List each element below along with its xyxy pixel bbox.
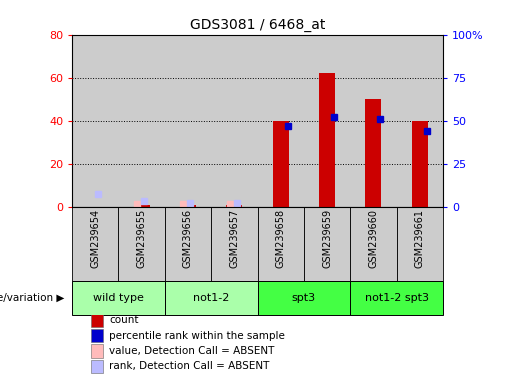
Bar (118, 207, 165, 281)
Bar (211, 35, 258, 207)
Text: not1-2: not1-2 (193, 293, 229, 303)
Text: GSM239656: GSM239656 (183, 209, 193, 268)
Bar (118, 35, 165, 207)
Bar (304, 35, 350, 207)
Bar (72, 207, 118, 281)
Bar (397, 207, 443, 281)
Bar (319, 73, 335, 207)
Bar (365, 99, 382, 207)
Text: not1-2 spt3: not1-2 spt3 (365, 293, 428, 303)
Bar (72, 35, 118, 207)
Text: GSM239657: GSM239657 (229, 209, 239, 268)
Bar (133, 205, 150, 207)
Text: GSM239659: GSM239659 (322, 209, 332, 268)
Text: GSM239660: GSM239660 (368, 209, 379, 268)
Text: spt3: spt3 (292, 293, 316, 303)
Bar (72, 281, 165, 315)
Text: GSM239661: GSM239661 (415, 209, 425, 268)
Bar (350, 35, 397, 207)
Text: GSM239658: GSM239658 (276, 209, 286, 268)
Bar (226, 205, 243, 207)
Text: wild type: wild type (93, 293, 144, 303)
Text: GSM239654: GSM239654 (90, 209, 100, 268)
Bar (91, 360, 102, 373)
Text: rank, Detection Call = ABSENT: rank, Detection Call = ABSENT (109, 361, 269, 371)
Bar (350, 281, 443, 315)
Bar (91, 344, 102, 358)
Bar (165, 35, 211, 207)
Bar (258, 281, 350, 315)
Bar (165, 281, 258, 315)
Text: value, Detection Call = ABSENT: value, Detection Call = ABSENT (109, 346, 274, 356)
Bar (258, 207, 304, 281)
Bar (91, 329, 102, 343)
Bar (180, 205, 196, 207)
Bar (91, 313, 102, 327)
Bar (165, 207, 211, 281)
Bar (211, 207, 258, 281)
Text: genotype/variation ▶: genotype/variation ▶ (0, 293, 65, 303)
Text: GSM239655: GSM239655 (136, 209, 147, 268)
Bar (304, 207, 350, 281)
Bar (258, 35, 304, 207)
Bar (272, 121, 289, 207)
Bar (397, 35, 443, 207)
Title: GDS3081 / 6468_at: GDS3081 / 6468_at (190, 18, 325, 32)
Bar (350, 207, 397, 281)
Text: count: count (109, 315, 139, 325)
Text: percentile rank within the sample: percentile rank within the sample (109, 331, 285, 341)
Bar (411, 121, 428, 207)
